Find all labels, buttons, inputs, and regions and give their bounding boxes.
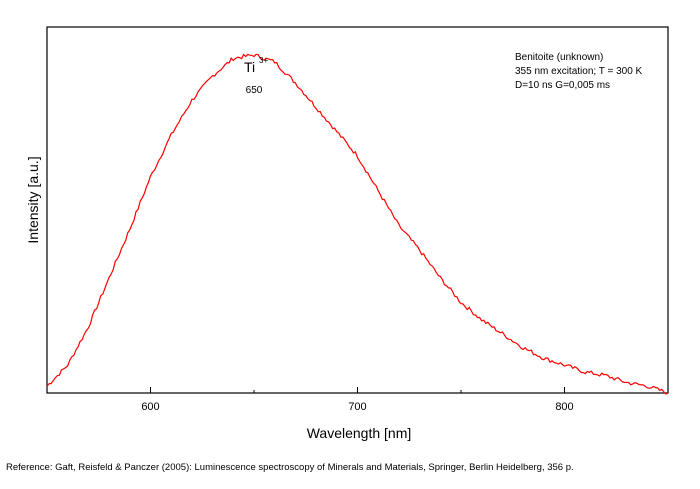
- gate-info: D=10 ns G=0,005 ms: [515, 80, 610, 91]
- reference-note: Reference: Gaft, Reisfeld & Panczer (200…: [6, 462, 574, 473]
- spectrum-line: [46, 53, 669, 395]
- x-tick-label-600: 600: [141, 401, 159, 413]
- peak-label: 650: [246, 85, 263, 96]
- plot-area: 600 700 800: [46, 26, 669, 413]
- sample-name: Benitoite (unknown): [515, 52, 603, 63]
- y-axis-label: Intensity [a.u.]: [25, 156, 41, 243]
- x-tick-label-800: 800: [555, 401, 573, 413]
- excitation-info: 355 nm excitation; T = 300 K: [515, 66, 643, 77]
- ion-charge: 3+: [259, 56, 268, 65]
- x-axis-label: Wavelength [nm]: [307, 425, 412, 441]
- ion-label: Ti: [244, 59, 255, 75]
- x-tick-label-700: 700: [348, 401, 366, 413]
